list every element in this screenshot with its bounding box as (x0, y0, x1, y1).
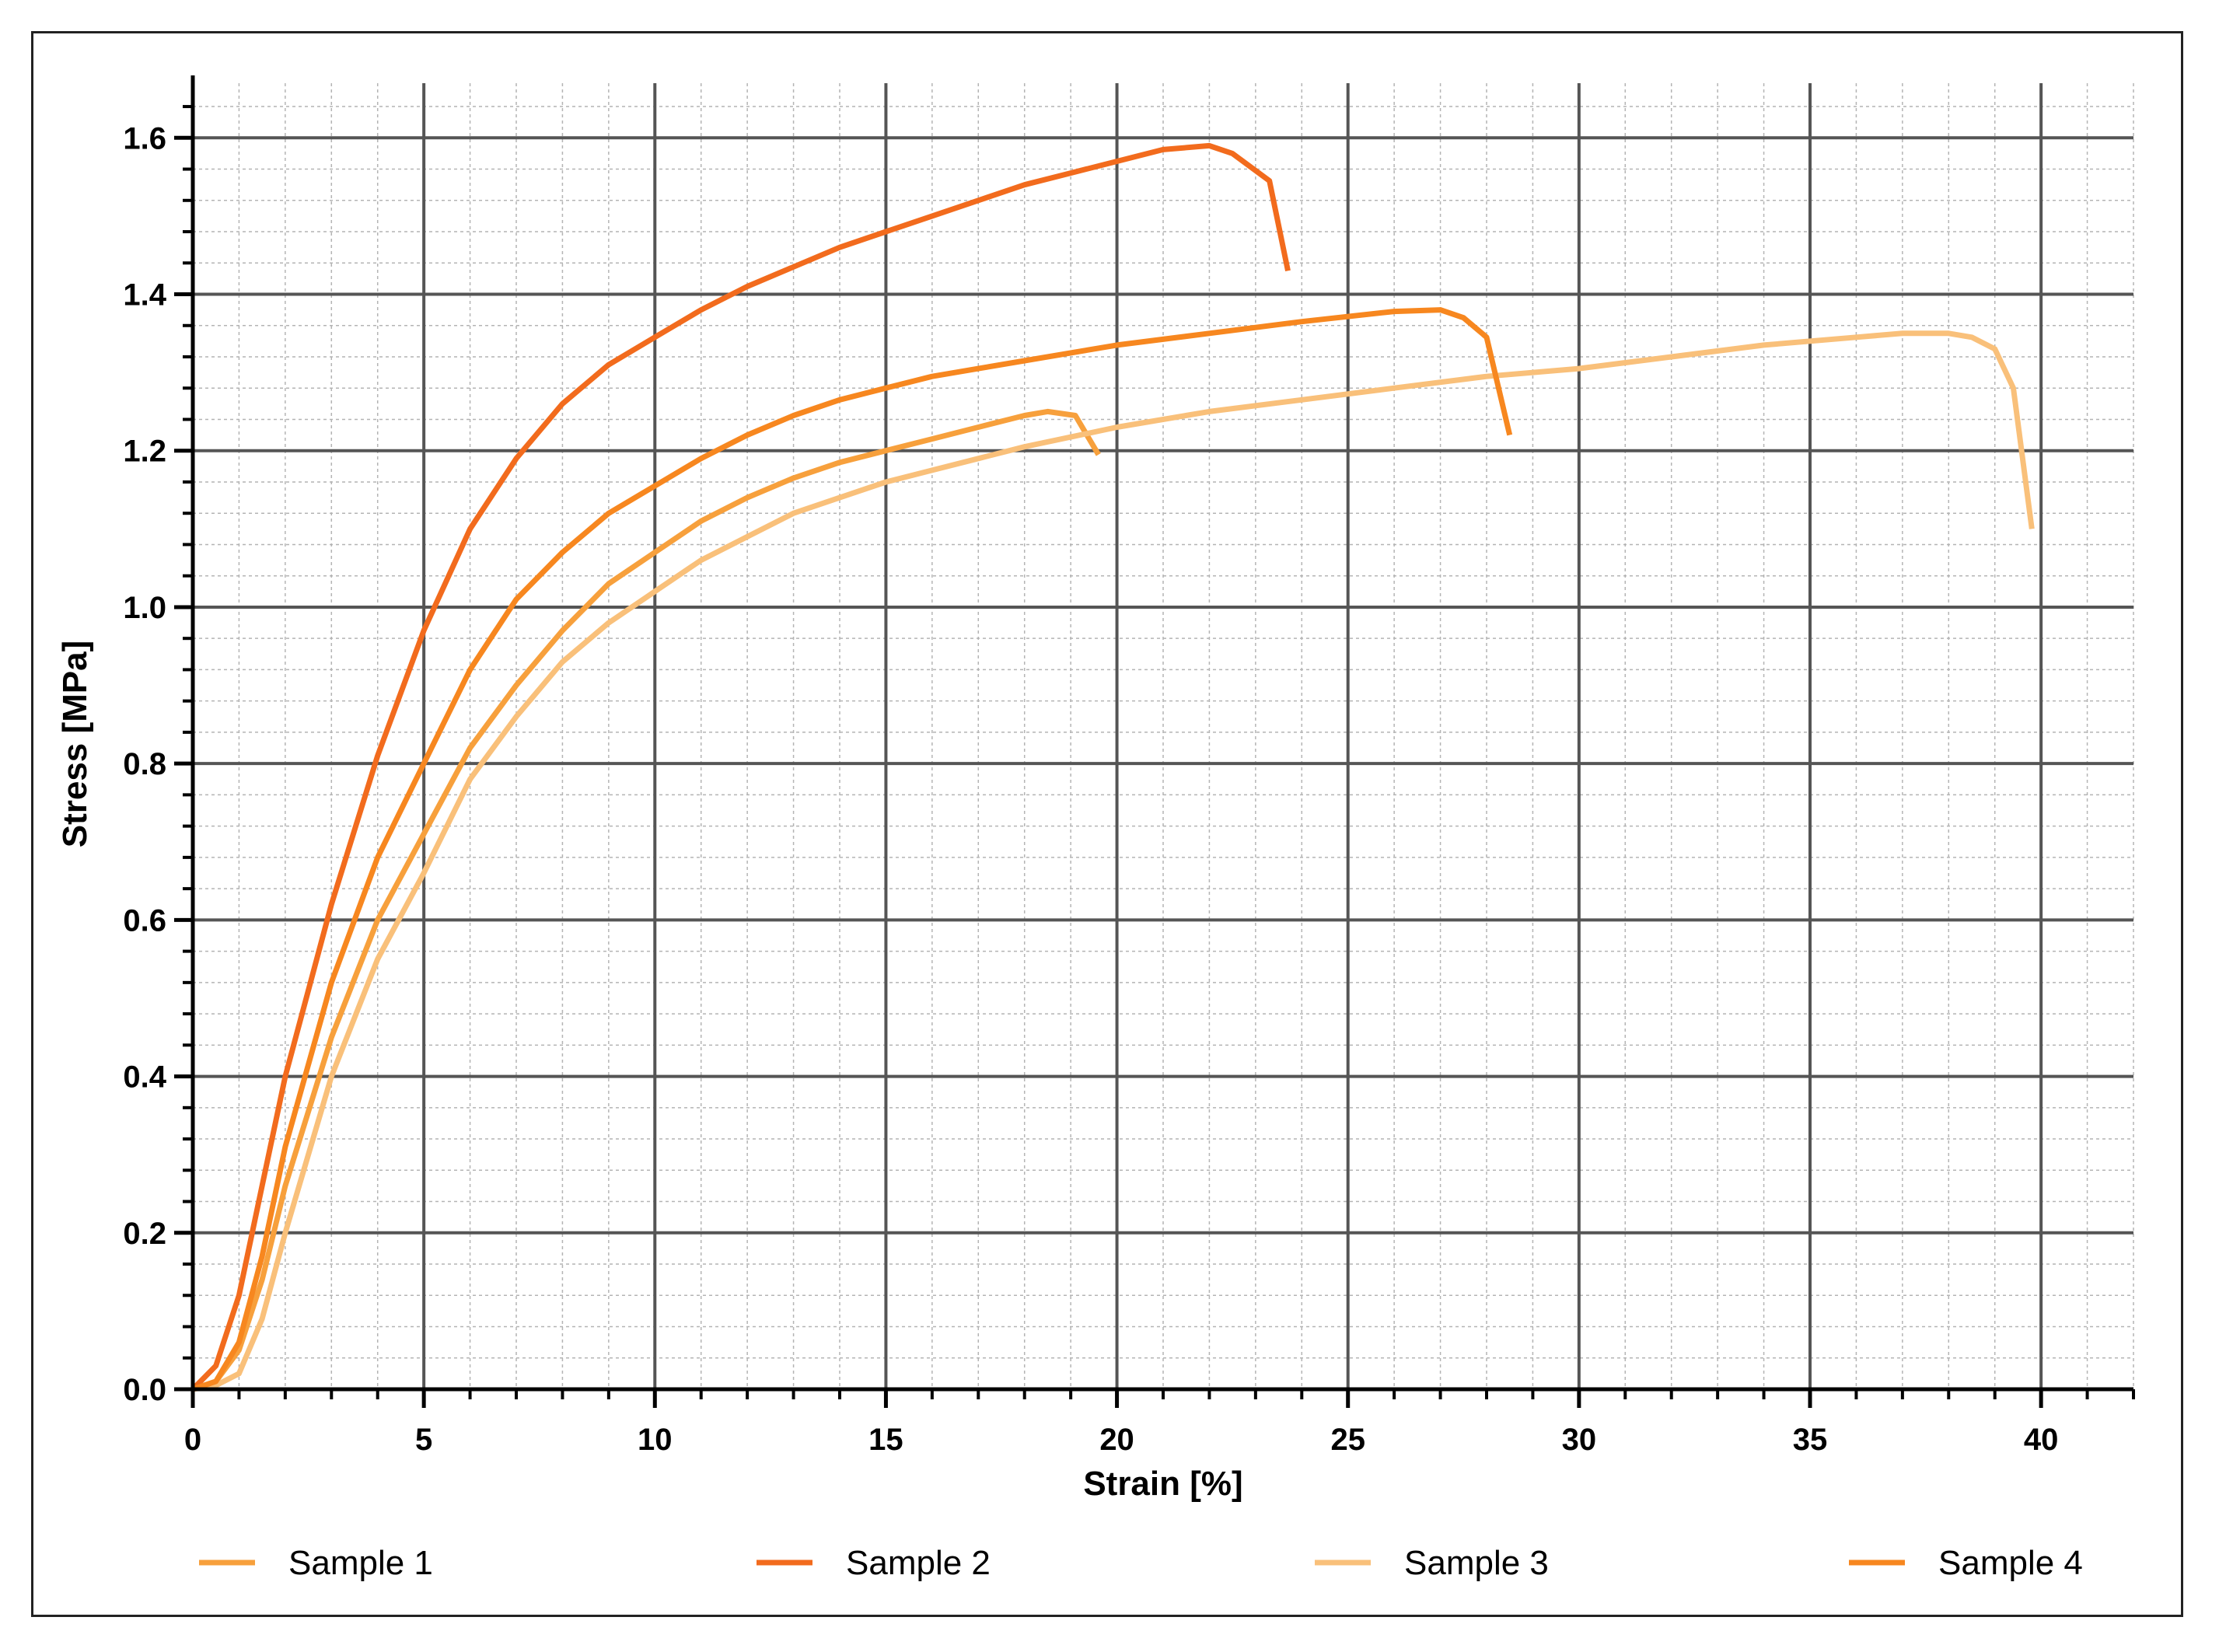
y-tick-label: 1.2 (123, 435, 166, 469)
y-tick-label: 0.8 (123, 747, 166, 781)
x-tick-label: 10 (638, 1423, 673, 1457)
legend-label-3: Sample 3 (1404, 1544, 1549, 1582)
major-grid (193, 83, 2133, 1389)
legend: Sample 1 Sample 2 Sample 3 Sample 4 (199, 1544, 2083, 1582)
y-axis-title: Stress [MPa] (56, 641, 94, 848)
x-tick-label: 5 (415, 1423, 432, 1457)
legend-label-4: Sample 4 (1938, 1544, 2083, 1582)
y-tick-label: 1.6 (123, 121, 166, 155)
x-tick-label: 25 (1330, 1423, 1365, 1457)
x-tick-label: 20 (1099, 1423, 1134, 1457)
chart-frame: 0 5 10 15 20 25 30 35 40 0.0 0.2 0.4 0.6 0.8 1.0 1.2 1.4… (31, 31, 2183, 1617)
series-line-4 (191, 307, 1513, 1392)
y-tick-label: 1.0 (123, 591, 166, 625)
legend-label-2: Sample 2 (846, 1544, 991, 1582)
y-tick-label: 0.0 (123, 1373, 166, 1407)
series-line-1 (191, 408, 1101, 1392)
x-tick-label: 40 (2024, 1423, 2059, 1457)
x-tick-label: 30 (1562, 1423, 1597, 1457)
x-axis-title: Strain [%] (1083, 1465, 1242, 1503)
series-line-2 (190, 142, 1291, 1392)
minor-grid (193, 83, 2134, 1389)
y-tick-label: 0.4 (123, 1060, 166, 1095)
series-layer (190, 142, 2035, 1392)
tick-labels: 0 5 10 15 20 25 30 35 40 0.0 0.2 0.4 0.6 0.8 1.0 1.2 1.4… (123, 121, 2058, 1457)
legend-label-1: Sample 1 (288, 1544, 433, 1582)
y-tick-label: 0.6 (123, 903, 166, 938)
axes (174, 75, 2135, 1408)
y-tick-label: 0.2 (123, 1217, 166, 1251)
y-tick-label: 1.4 (123, 278, 166, 313)
x-tick-label: 0 (184, 1423, 201, 1457)
series-line-3 (192, 330, 2035, 1392)
stress-strain-chart: 0 5 10 15 20 25 30 35 40 0.0 0.2 0.4 0.6 0.8 1.0 1.2 1.4… (56, 75, 2135, 1582)
x-tick-label: 15 (868, 1423, 903, 1457)
x-tick-label: 35 (1793, 1423, 1828, 1457)
